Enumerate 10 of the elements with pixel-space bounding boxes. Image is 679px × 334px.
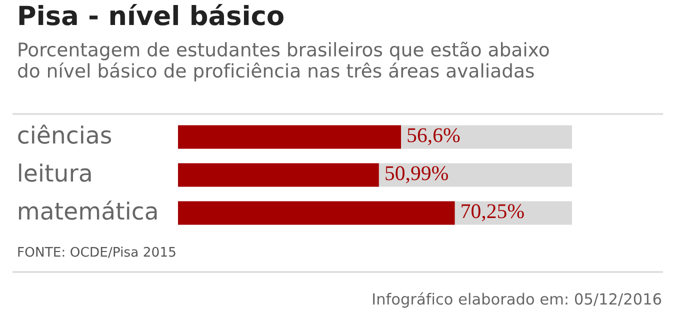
- data-label: 50,99%: [386, 166, 448, 184]
- y-tick-label: ciências: [18, 124, 112, 144]
- y-tick-label: leitura: [19, 164, 91, 182]
- source-note: FONTE: OCDE/Pisa 2015: [18, 246, 176, 258]
- data-label: 70,25%: [462, 204, 524, 222]
- chart-subtitle: Porcentagem de estudantes brasileiros que estão abaixo do nível básico de proficiência nas três áreas avaliadas: [18, 42, 549, 82]
- text: Infográfico elaborado em: 05/12/2016: [373, 292, 662, 308]
- data-label: 56,6%: [408, 128, 460, 146]
- y-tick-label: matemática: [18, 200, 157, 220]
- chart-title: Pisa - nível básico: [19, 4, 284, 26]
